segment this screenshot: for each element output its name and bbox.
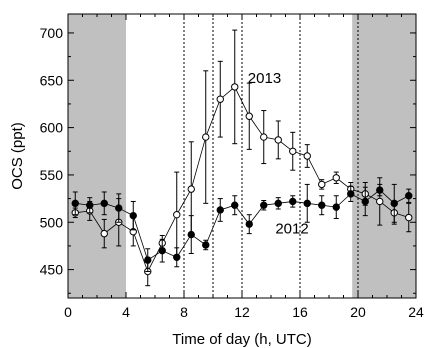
x-tick-label: 12 xyxy=(234,304,250,320)
night-shading xyxy=(68,14,416,298)
data-point-2012 xyxy=(71,199,79,208)
data-point-2012 xyxy=(303,199,311,208)
data-point-2012 xyxy=(376,186,384,194)
data-point-2013 xyxy=(289,147,297,155)
y-axis-title: OCS (ppt) xyxy=(9,122,26,190)
data-point-2013 xyxy=(405,213,413,222)
data-point-2012 xyxy=(318,201,326,209)
y-tick-label: 450 xyxy=(40,262,64,278)
data-point-2013 xyxy=(332,174,340,182)
data-point-2013 xyxy=(376,197,384,206)
x-tick-label: 0 xyxy=(64,304,72,320)
series-labels: 2013 2012 xyxy=(248,70,309,238)
data-point-2013 xyxy=(216,95,224,103)
data-point-2012 xyxy=(332,203,340,211)
x-tick-label: 24 xyxy=(408,304,424,320)
x-axis-ticks: 0 4 8 12 16 20 24 xyxy=(64,14,424,320)
data-point-2012 xyxy=(86,201,94,209)
y-tick-label: 550 xyxy=(40,167,64,183)
data-point-2012 xyxy=(260,201,268,209)
data-point-2013 xyxy=(318,180,326,189)
x-tick-label: 20 xyxy=(350,304,366,320)
data-point-2013 xyxy=(303,152,311,160)
shaded-interval xyxy=(68,14,126,298)
data-point-2012 xyxy=(144,256,152,264)
x-tick-label: 16 xyxy=(292,304,308,320)
y-tick-label: 600 xyxy=(40,120,64,136)
data-point-2012 xyxy=(245,220,253,228)
data-point-2013 xyxy=(231,83,239,91)
data-point-2012 xyxy=(158,246,166,255)
data-point-2013 xyxy=(173,210,181,219)
data-point-2012 xyxy=(115,204,123,212)
data-point-2012 xyxy=(187,230,195,239)
y-axis-ticks: 450 500 550 600 650 700 xyxy=(40,25,416,294)
data-point-2012 xyxy=(405,192,413,200)
dotted-reference-lines xyxy=(183,14,359,298)
data-point-2013 xyxy=(202,133,210,141)
y-tick-label: 700 xyxy=(40,25,64,41)
data-point-2012 xyxy=(216,206,224,214)
data-point-2012 xyxy=(202,241,210,249)
data-point-2012 xyxy=(361,197,369,206)
data-point-2012 xyxy=(347,190,355,198)
series-label-2013: 2013 xyxy=(248,70,281,87)
data-point-2012 xyxy=(390,199,398,208)
data-point-2013 xyxy=(100,229,108,238)
data-point-2013 xyxy=(245,112,253,120)
series-2012 xyxy=(71,183,413,272)
data-point-2012 xyxy=(231,201,239,209)
series-label-2012: 2012 xyxy=(275,221,308,238)
y-tick-label: 650 xyxy=(40,72,64,88)
data-point-2012 xyxy=(100,199,108,208)
data-point-2013 xyxy=(274,136,282,144)
data-point-2013 xyxy=(260,133,268,141)
data-point-2012 xyxy=(173,253,181,261)
data-point-2013 xyxy=(187,185,195,193)
y-tick-label: 500 xyxy=(40,214,64,230)
data-point-2012 xyxy=(274,199,282,208)
data-point-2012 xyxy=(129,211,137,220)
x-tick-label: 8 xyxy=(180,304,188,320)
data-point-2012 xyxy=(289,197,297,206)
x-axis-title: Time of day (h, UTC) xyxy=(172,331,311,348)
shaded-interval xyxy=(352,14,416,298)
x-tick-label: 4 xyxy=(122,304,130,320)
